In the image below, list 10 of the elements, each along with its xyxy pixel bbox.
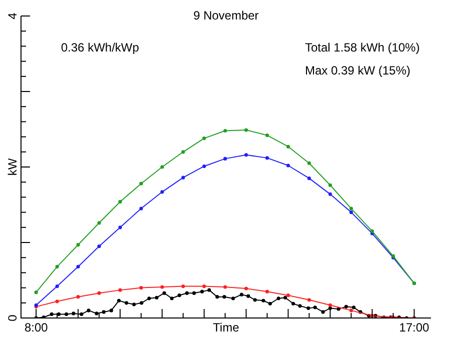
y-tick-label: 0 [5,314,20,322]
x-axis-title: Time [212,320,240,334]
x-tick-label: 8:00 [24,320,48,334]
annotation: Total 1.58 kWh (10%) [305,40,420,54]
y-axis-title: kW [5,158,20,176]
annotation: 0.36 kWh/kWp [61,40,140,54]
x-tick-label: 17:00 [399,320,430,334]
annotation: Max 0.39 kW (15%) [305,63,410,78]
chart-title: 9 November [193,8,259,22]
y-tick-label: 4 [5,12,20,20]
